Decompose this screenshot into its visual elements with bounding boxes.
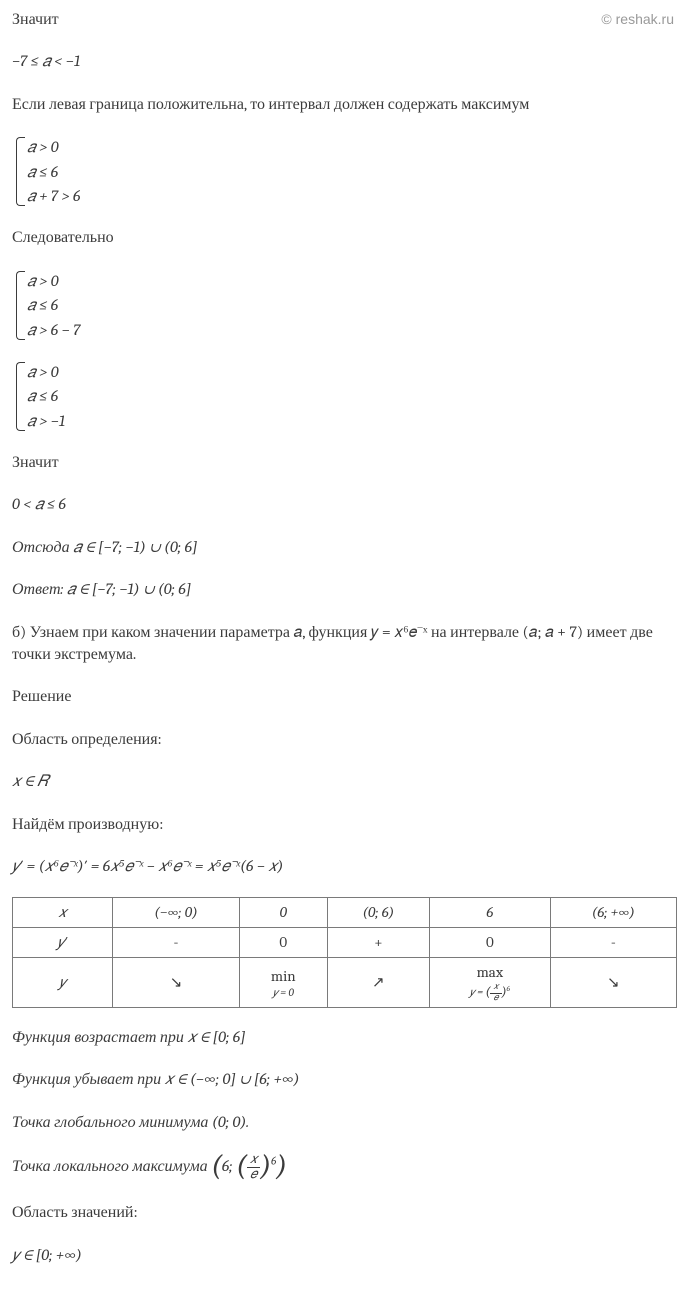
text-otsyuda: Отсюда 𝑎 ∈ [−7; −1) ∪ (0; 6] — [12, 536, 677, 558]
table-cell: 0 — [239, 898, 327, 928]
text-domain: Область определения: — [12, 728, 677, 750]
text-derivative: Найдём производную: — [12, 813, 677, 835]
text-increase: Функция возрастает при 𝑥 ∈ [0; 6] — [12, 1026, 677, 1048]
system-3: 𝑎 > 0 𝑎 ≤ 6 𝑎 > −1 — [12, 360, 677, 433]
math-inequality-2: 0 < 𝑎 ≤ 6 — [12, 493, 677, 515]
system-line: 𝑎 > 0 — [27, 135, 677, 159]
table-cell: (6; +∞) — [550, 898, 676, 928]
text-znachit-1: Значит — [12, 8, 677, 30]
math-range: 𝑦 ∈ [0; +∞) — [12, 1244, 677, 1266]
table-cell: 6 — [430, 898, 551, 928]
table-cell: 𝑥 — [13, 898, 113, 928]
text-global-min: Точка глобального минимума (0; 0). — [12, 1111, 677, 1133]
math-domain: 𝑥 ∈ 𝑅 — [12, 770, 677, 792]
text-decrease: Функция убывает при 𝑥 ∈ (−∞; 0] ∪ [6; +∞… — [12, 1068, 677, 1090]
system-line: 𝑎 + 7 > 6 — [27, 184, 677, 208]
local-max-prefix: Точка локального максимума — [12, 1157, 211, 1175]
min-value: 𝑦 = 0 — [248, 987, 319, 999]
max-label: max — [477, 963, 504, 981]
max-value: 𝑦 = (𝑥𝑒)6 — [438, 983, 542, 1003]
min-label: min — [271, 967, 296, 985]
system-line: 𝑎 > −1 — [27, 409, 677, 433]
system-line: 𝑎 ≤ 6 — [27, 384, 677, 408]
text-znachit-2: Значит — [12, 451, 677, 473]
table-cell: (−∞; 0) — [113, 898, 240, 928]
table-cell: ↘ — [113, 958, 240, 1008]
table-cell: 0 — [239, 928, 327, 958]
table-cell: ↘ — [550, 958, 676, 1008]
system-line: 𝑎 ≤ 6 — [27, 160, 677, 184]
text-part-b: б) Узнаем при каком значении параметра 𝑎… — [12, 621, 677, 666]
watermark: © reshak.ru — [601, 10, 674, 30]
table-cell: 𝑦′ — [13, 928, 113, 958]
math-derivative: 𝑦′ = (𝑥⁶𝑒⁻ˣ)′ = 6𝑥⁵𝑒⁻ˣ − 𝑥⁶𝑒⁻ˣ = 𝑥⁵𝑒⁻ˣ(6… — [12, 855, 677, 877]
text-left-boundary: Если левая граница положительна, то инте… — [12, 93, 677, 115]
table-cell: (0; 6) — [327, 898, 429, 928]
system-line: 𝑎 ≤ 6 — [27, 293, 677, 317]
text-local-max: Точка локального максимума (6; (𝑥𝑒)6) — [12, 1153, 677, 1181]
text-reshenie: Решение — [12, 685, 677, 707]
system-2: 𝑎 > 0 𝑎 ≤ 6 𝑎 > 6 − 7 — [12, 269, 677, 342]
text-sledovatelno: Следовательно — [12, 226, 677, 248]
table-row-yprime: 𝑦′ - 0 + 0 - — [13, 928, 677, 958]
table-cell: + — [327, 928, 429, 958]
table-cell: 0 — [430, 928, 551, 958]
sign-table: 𝑥 (−∞; 0) 0 (0; 6) 6 (6; +∞) 𝑦′ - 0 + 0 … — [12, 897, 677, 1008]
table-cell: - — [550, 928, 676, 958]
table-cell-max: max 𝑦 = (𝑥𝑒)6 — [430, 958, 551, 1008]
table-cell: - — [113, 928, 240, 958]
table-cell: 𝑦 — [13, 958, 113, 1008]
system-line: 𝑎 > 6 − 7 — [27, 318, 677, 342]
table-cell-min: min 𝑦 = 0 — [239, 958, 327, 1008]
system-line: 𝑎 > 0 — [27, 360, 677, 384]
system-1: 𝑎 > 0 𝑎 ≤ 6 𝑎 + 7 > 6 — [12, 135, 677, 208]
text-otvet: Ответ: 𝑎 ∈ [−7; −1) ∪ (0; 6] — [12, 578, 677, 600]
table-row-x: 𝑥 (−∞; 0) 0 (0; 6) 6 (6; +∞) — [13, 898, 677, 928]
text-range-label: Область значений: — [12, 1201, 677, 1223]
table-cell: ↗ — [327, 958, 429, 1008]
math-inequality-1: −7 ≤ 𝑎 < −1 — [12, 50, 677, 72]
table-row-y: 𝑦 ↘ min 𝑦 = 0 ↗ max 𝑦 = (𝑥𝑒)6 ↘ — [13, 958, 677, 1008]
system-line: 𝑎 > 0 — [27, 269, 677, 293]
